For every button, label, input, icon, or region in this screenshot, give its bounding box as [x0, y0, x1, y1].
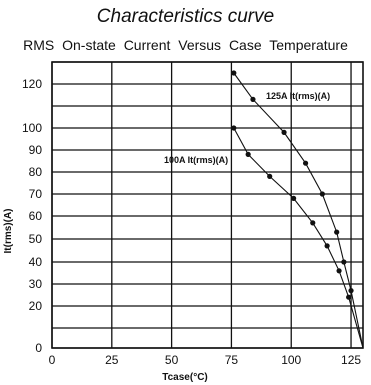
- y-tick-label: 60: [29, 209, 43, 223]
- y-tick-label: 70: [29, 187, 43, 201]
- data-point: [231, 70, 237, 76]
- x-tick-label: 75: [225, 353, 239, 367]
- data-point: [291, 195, 297, 201]
- y-tick-label: 40: [29, 255, 43, 269]
- y-tick-label: 90: [29, 143, 43, 157]
- y-tick-label: 20: [29, 299, 43, 313]
- data-point: [334, 229, 340, 235]
- x-tick-label: 125: [341, 353, 361, 367]
- y-axis-label: It(rms)(A): [3, 209, 14, 254]
- data-point: [245, 151, 251, 157]
- y-tick-label: 100: [22, 121, 42, 135]
- data-point: [324, 243, 330, 249]
- series-line-0: [233, 72, 364, 349]
- x-tick-label: 25: [105, 353, 119, 367]
- data-point: [336, 268, 342, 274]
- data-point: [281, 129, 287, 135]
- chart-subtitle: RMS On-state Current Versus Case Tempera…: [23, 37, 348, 53]
- chart-series-lines: [233, 72, 364, 349]
- x-tick-label: 0: [49, 353, 56, 367]
- data-point: [348, 288, 354, 294]
- chart-tick-labels: 0 20 30 40 50 60 70 80 90 100 120 0 25 50 75 100 125: [22, 77, 361, 367]
- x-tick-label: 50: [165, 353, 179, 367]
- series-line-1: [233, 127, 364, 349]
- data-point: [310, 220, 316, 226]
- data-point: [341, 259, 347, 265]
- y-tick-label: 0: [35, 341, 42, 355]
- series-label-100a: 100A It(rms)(A): [164, 155, 228, 165]
- data-point: [250, 96, 256, 102]
- data-point: [319, 191, 325, 197]
- x-tick-label: 100: [281, 353, 301, 367]
- y-tick-label: 80: [29, 165, 43, 179]
- y-tick-label: 120: [22, 77, 42, 91]
- data-point: [302, 160, 309, 166]
- chart-series-points: [231, 70, 354, 300]
- chart-grid: [51, 61, 363, 349]
- data-point: [231, 125, 237, 131]
- y-tick-label: 30: [29, 277, 43, 291]
- series-label-125a: 125A It(rms)(A): [266, 91, 330, 101]
- x-axis-label: Tcase(°C): [162, 372, 208, 383]
- chart-title: Characteristics curve: [96, 6, 275, 27]
- plot-frame: [51, 61, 364, 349]
- y-tick-label: 50: [29, 232, 43, 246]
- data-point: [346, 294, 352, 300]
- data-point: [267, 173, 273, 179]
